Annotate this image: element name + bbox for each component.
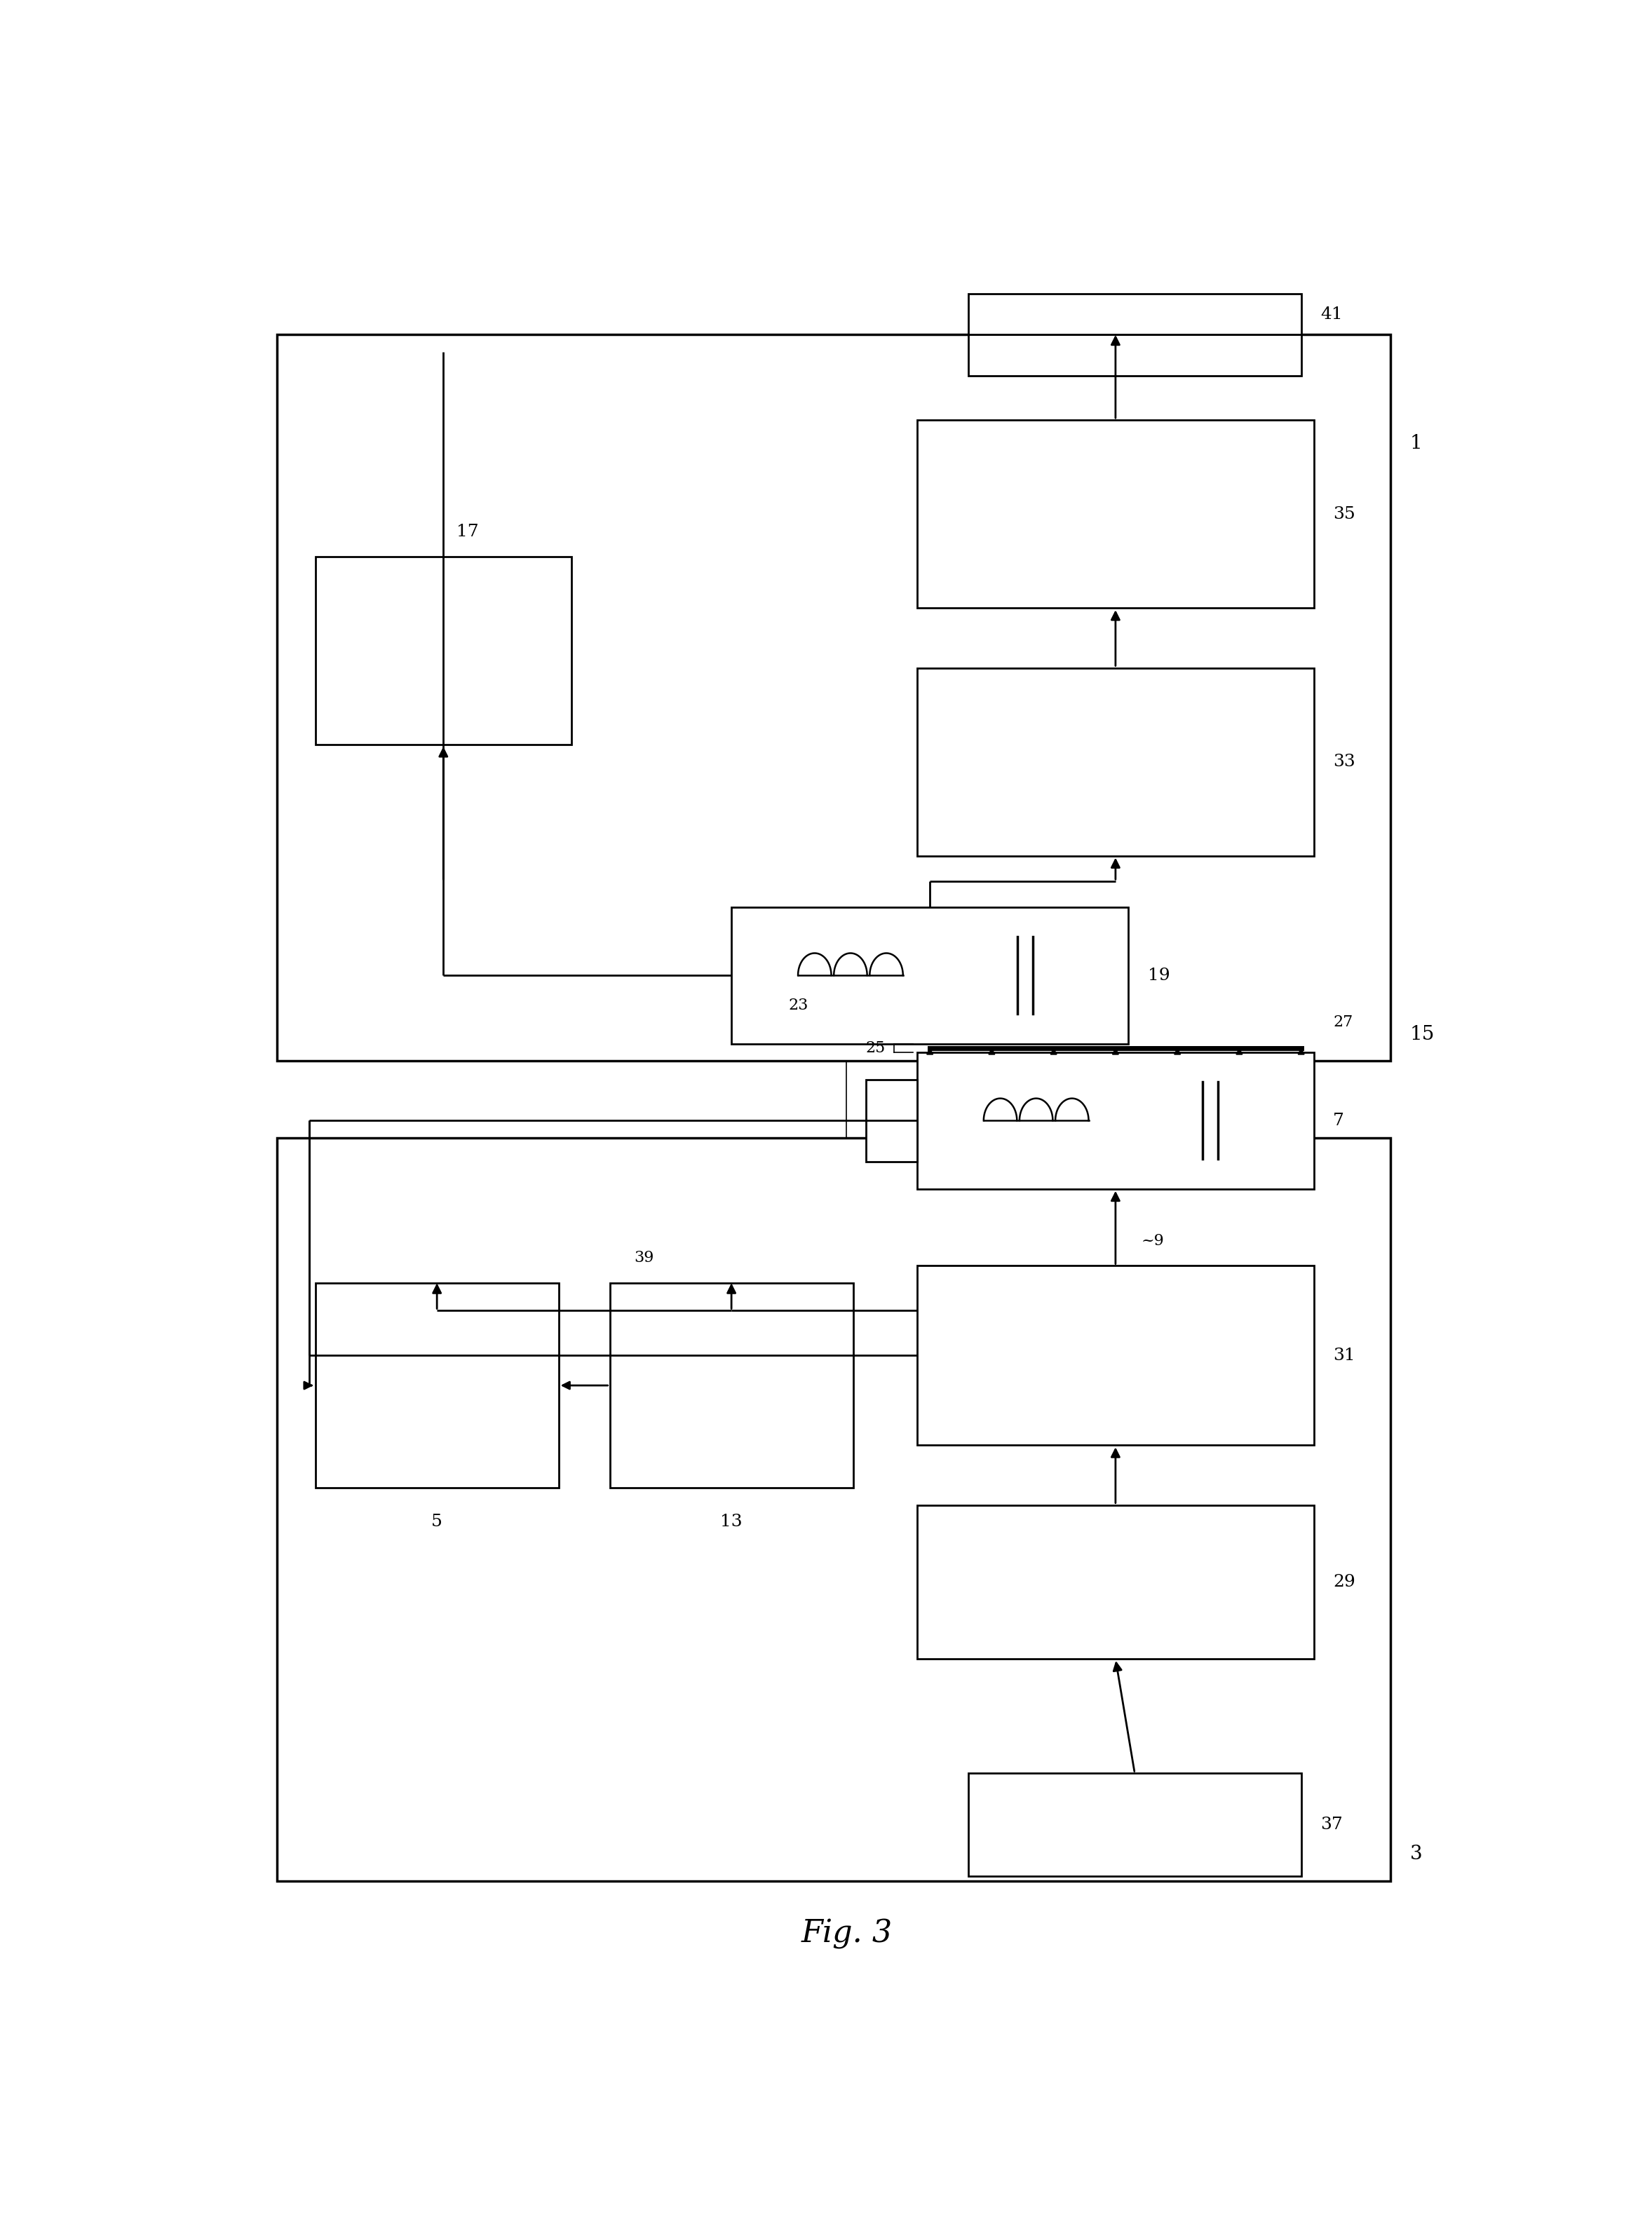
Text: Fig. 3: Fig. 3: [801, 1919, 892, 1948]
Bar: [917, 1043, 1313, 1052]
Text: 17: 17: [456, 524, 479, 539]
Text: 23: 23: [788, 999, 808, 1014]
Text: 5: 5: [431, 1513, 443, 1529]
Text: 25: 25: [866, 1041, 885, 1056]
Bar: [968, 293, 1302, 335]
Bar: [917, 1504, 1313, 1660]
Bar: [610, 1283, 852, 1489]
Text: 15: 15: [1411, 1025, 1436, 1043]
Bar: [316, 557, 572, 746]
Text: 27: 27: [1333, 1014, 1353, 1030]
Bar: [917, 1052, 1313, 1189]
Bar: [968, 335, 1302, 375]
Text: 3: 3: [1411, 1844, 1422, 1864]
Text: 13: 13: [720, 1513, 742, 1529]
Text: 41: 41: [1320, 306, 1343, 322]
Bar: [316, 1283, 558, 1489]
Bar: [917, 419, 1313, 608]
Text: 39: 39: [634, 1249, 654, 1265]
Bar: [278, 335, 1391, 1061]
Text: 29: 29: [1333, 1573, 1355, 1591]
Text: 1: 1: [1411, 435, 1422, 453]
Bar: [278, 1138, 1391, 1882]
Text: ~9: ~9: [1142, 1234, 1165, 1249]
Text: 35: 35: [1333, 506, 1355, 521]
Text: 33: 33: [1333, 754, 1355, 770]
Bar: [732, 908, 1128, 1043]
Bar: [968, 1773, 1302, 1875]
Text: 31: 31: [1333, 1347, 1355, 1365]
Bar: [866, 1081, 917, 1161]
Bar: [917, 668, 1313, 857]
Text: 7: 7: [1333, 1112, 1345, 1129]
Bar: [917, 1265, 1313, 1445]
Text: 19: 19: [1148, 967, 1170, 983]
Text: 37: 37: [1320, 1817, 1343, 1833]
